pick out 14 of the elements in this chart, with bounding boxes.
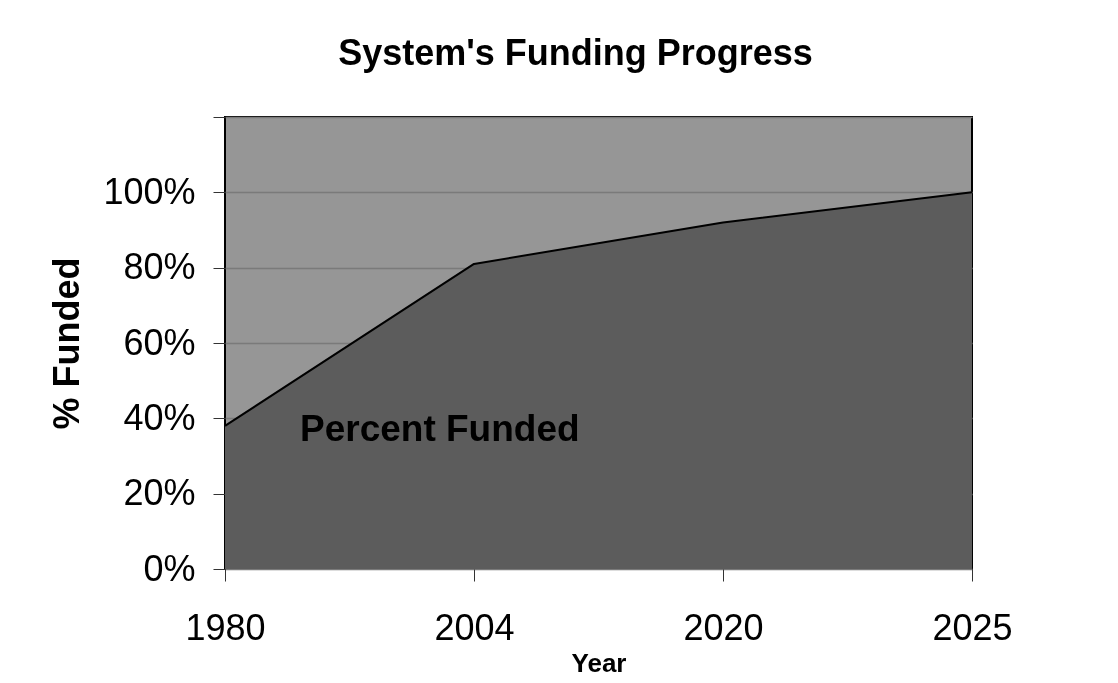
x-tick-label: 2025 (932, 606, 1013, 648)
x-tick-label: 2004 (434, 606, 515, 648)
chart-title: System's Funding Progress (338, 32, 813, 73)
y-tick-label: 40% (123, 396, 196, 438)
series-label: Percent Funded (300, 408, 580, 449)
y-tick-label: 0% (143, 547, 196, 589)
y-axis-title: % Funded (46, 257, 88, 430)
y-tick-label: 100% (103, 170, 196, 212)
x-tick-label: 1980 (185, 606, 266, 648)
y-tick-label: 20% (123, 472, 196, 514)
x-axis-title: Year (571, 647, 627, 678)
y-tick-label: 60% (123, 321, 196, 363)
y-tick-label: 80% (123, 246, 196, 288)
x-tick-label: 2020 (683, 606, 764, 648)
